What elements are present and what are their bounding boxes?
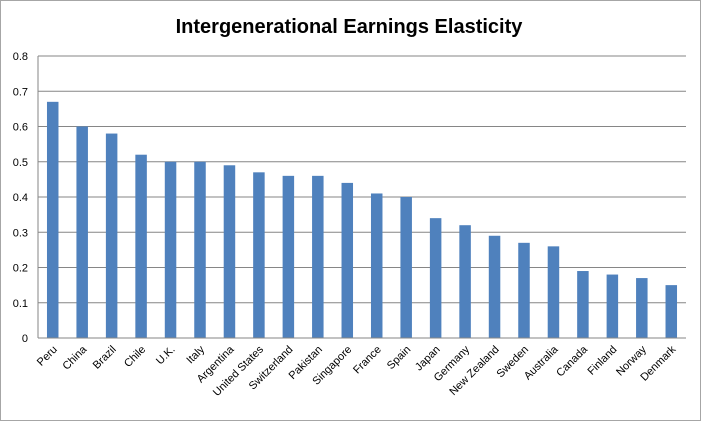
bar xyxy=(253,172,265,338)
x-category-label: China xyxy=(60,343,89,372)
x-category-label: Spain xyxy=(385,344,413,372)
y-tick-label: 0.7 xyxy=(13,86,28,98)
bar xyxy=(282,175,295,338)
x-category-label: U.K. xyxy=(154,344,178,368)
y-tick-label: 0.3 xyxy=(13,227,28,239)
bar xyxy=(105,133,118,338)
bar xyxy=(606,274,619,338)
bar xyxy=(223,165,236,338)
y-tick-label: 0.5 xyxy=(13,157,28,169)
bar xyxy=(341,182,354,338)
x-category-label: Italy xyxy=(184,343,207,366)
x-category-label: Canada xyxy=(554,343,590,379)
x-category-label: Chile xyxy=(122,344,148,370)
bar xyxy=(547,246,560,338)
x-axis-category-labels: Peru China Brazil Chile U.K. ItalyArgentinaUn… xyxy=(35,343,679,399)
bar xyxy=(370,193,383,338)
gridlines xyxy=(38,55,686,304)
bar xyxy=(164,161,177,338)
bar xyxy=(194,161,206,338)
y-tick-label: 0 xyxy=(22,333,28,345)
bar xyxy=(312,175,324,338)
bar xyxy=(665,285,678,338)
bars xyxy=(46,101,678,338)
y-tick-label: 0.6 xyxy=(13,122,28,134)
bar xyxy=(459,225,471,338)
bar xyxy=(488,235,501,338)
bar xyxy=(518,242,530,338)
bar xyxy=(577,271,589,338)
bar xyxy=(46,101,59,338)
bar xyxy=(76,126,88,338)
y-tick-label: 0.1 xyxy=(13,298,28,310)
y-tick-label: 0.8 xyxy=(13,51,28,63)
y-tick-label: 0.4 xyxy=(13,192,28,204)
bar xyxy=(636,278,648,338)
x-category-label: Brazil xyxy=(91,344,119,372)
x-category-label: Peru xyxy=(35,344,60,369)
bar xyxy=(429,218,442,338)
y-axis-tick-labels: 0 0.1 0.2 0.3 0.4 0.5 0.6 0.7 0.8 xyxy=(13,51,28,345)
bar xyxy=(400,197,412,338)
y-tick-label: 0.2 xyxy=(13,263,28,275)
x-category-label: France xyxy=(351,344,384,377)
chart-title: Intergenerational Earnings Elasticity xyxy=(176,16,524,38)
bar xyxy=(135,154,147,338)
x-category-label: Finland xyxy=(585,344,619,378)
